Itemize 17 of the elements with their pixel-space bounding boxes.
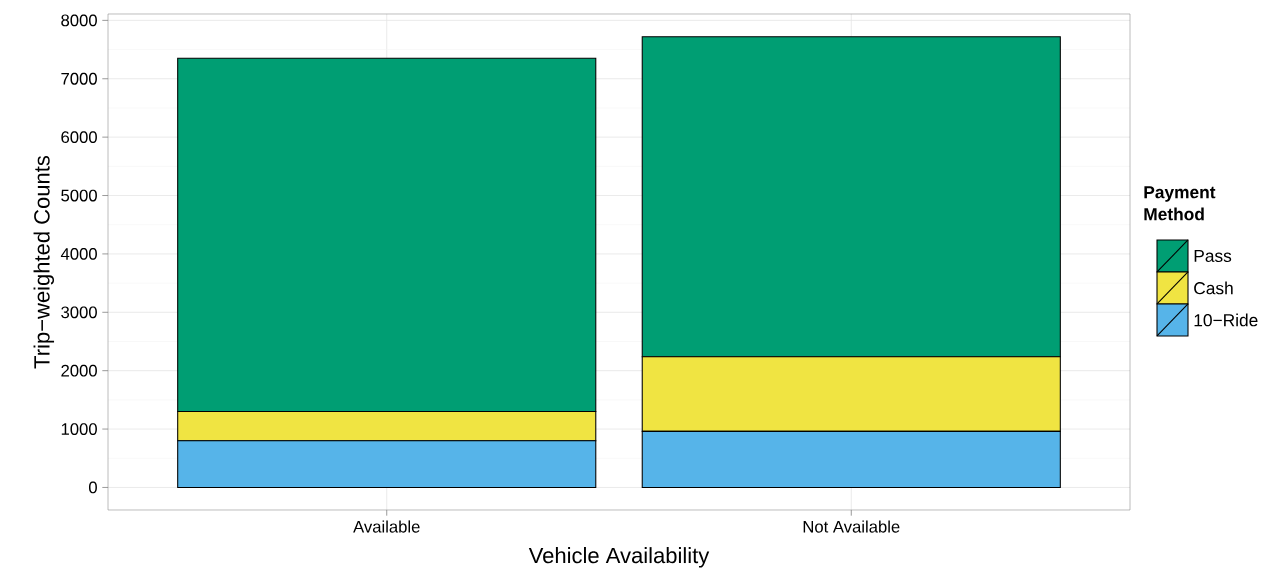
x-tick-label: Not Available	[803, 520, 900, 533]
y-tick-label: 1000	[61, 423, 97, 435]
x-tick-label: Available	[353, 520, 420, 533]
y-tick-label: 5000	[61, 189, 97, 202]
legend-title: Payment Method	[1144, 186, 1216, 221]
legend-label: 10−Ride	[1194, 313, 1258, 327]
y-tick-label: 4000	[60, 248, 97, 260]
y-tick-label: 6000	[61, 131, 97, 144]
y-tick-label: 3000	[61, 306, 97, 319]
y-tick-label: 8000	[61, 14, 97, 27]
legend-label: Pass	[1194, 249, 1232, 263]
y-tick-label: 2000	[61, 364, 97, 377]
y-tick-label: 0	[88, 481, 97, 494]
legend-label: Cash	[1194, 281, 1233, 295]
y-tick-label: 7000	[61, 72, 97, 85]
x-axis-title: Vehicle Availability	[528, 547, 710, 568]
y-axis-title: Trip−weighted Counts	[33, 155, 55, 369]
